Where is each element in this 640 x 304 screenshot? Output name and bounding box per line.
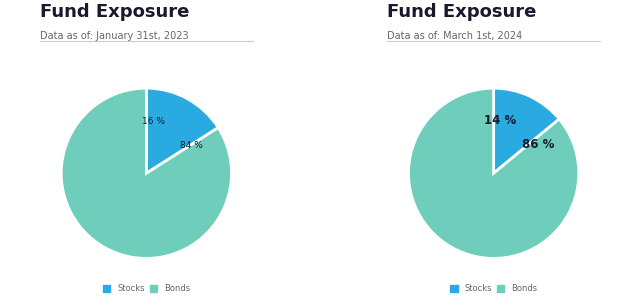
Text: 84 %: 84 % (180, 141, 202, 150)
Legend: Stocks, Bonds: Stocks, Bonds (100, 281, 193, 297)
Text: 16 %: 16 % (142, 116, 165, 126)
Wedge shape (408, 88, 579, 258)
Wedge shape (61, 88, 232, 258)
Text: Fund Exposure: Fund Exposure (387, 3, 536, 21)
Legend: Stocks, Bonds: Stocks, Bonds (447, 281, 540, 297)
Wedge shape (493, 88, 559, 173)
Wedge shape (147, 88, 218, 173)
Text: Data as of: March 1st, 2024: Data as of: March 1st, 2024 (387, 31, 522, 41)
Text: 14 %: 14 % (484, 114, 516, 127)
Text: 86 %: 86 % (522, 138, 554, 151)
Text: Data as of: January 31st, 2023: Data as of: January 31st, 2023 (40, 31, 189, 41)
Text: Fund Exposure: Fund Exposure (40, 3, 189, 21)
